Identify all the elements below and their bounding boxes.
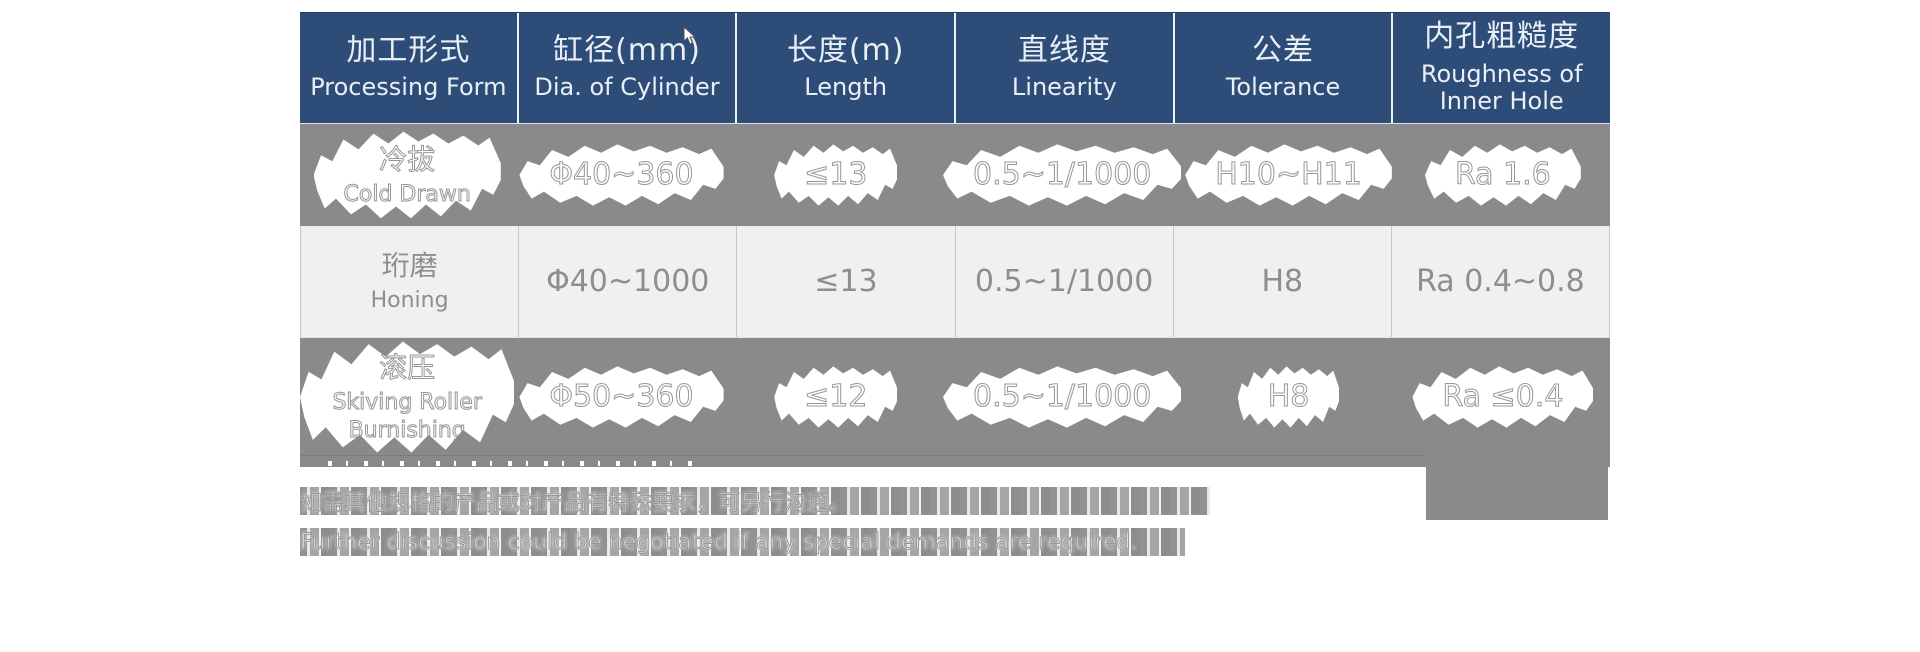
- processing-form-en: Skiving Roller Burnishing: [332, 390, 482, 444]
- cell-processing-form: 冷拔 Cold Drawn: [300, 124, 514, 226]
- cell-value-dia: Φ40~1000: [546, 263, 710, 299]
- table-bottom-strip: [300, 455, 1610, 467]
- cell-linearity: 0.5~1/1000: [942, 338, 1182, 456]
- column-header-zh: 公差: [1252, 32, 1315, 68]
- spec-table: 加工形式 Processing Form 缸径(mm) Dia. of Cylinde…: [300, 12, 1610, 456]
- cell-value-roughness: Ra ≤0.4: [1442, 379, 1564, 415]
- cell-linearity: 0.5~1/1000: [942, 124, 1182, 226]
- cell-linearity: 0.5~1/1000: [956, 226, 1174, 337]
- cell-tolerance: H8: [1181, 338, 1395, 456]
- column-header-en: Roughness of Inner Hole: [1420, 59, 1583, 116]
- column-header-1: 缸径(mm) Dia. of Cylinder: [519, 13, 738, 123]
- column-header-4: 公差 Tolerance: [1175, 13, 1394, 123]
- column-header-zh: 内孔粗糙度: [1424, 19, 1580, 55]
- column-header-en: Length: [804, 73, 888, 102]
- processing-form-zh: 滚压: [379, 351, 436, 385]
- white-blob-artifact: Ra ≤0.4: [1412, 366, 1594, 428]
- column-header-en: Linearity: [1011, 73, 1117, 102]
- white-blob-artifact: H8: [1237, 366, 1340, 428]
- cell-dia: Φ40~360: [514, 124, 728, 226]
- cell-value-length: ≤13: [814, 263, 878, 299]
- column-header-5: 内孔粗糙度 Roughness of Inner Hole: [1393, 13, 1610, 123]
- cell-processing-form: 珩磨 Honing: [301, 226, 520, 337]
- white-blob-artifact: H10~H11: [1185, 144, 1392, 206]
- cell-value-length: ≤12: [804, 379, 868, 415]
- cell-value-roughness: Ra 1.6: [1454, 157, 1551, 193]
- cell-value-dia: Φ50~360: [549, 379, 694, 415]
- cell-value-roughness: Ra 0.4~0.8: [1416, 263, 1585, 299]
- table-row-2: 滚压 Skiving Roller Burnishing Φ50~360 ≤12 0.5…: [300, 337, 1610, 456]
- white-blob-artifact: Φ40~360: [519, 144, 724, 206]
- cell-roughness: Ra 0.4~0.8: [1392, 226, 1609, 337]
- table-body: 冷拔 Cold Drawn Φ40~360 ≤13 0.5~1/1000 H10~H11 R…: [300, 123, 1610, 456]
- processing-form-en: Honing: [370, 288, 449, 314]
- mouse-cursor-icon: [683, 26, 697, 45]
- column-header-zh: 缸径(mm): [553, 32, 701, 68]
- cell-value-length: ≤13: [804, 157, 868, 193]
- processing-form-zh: 冷拔: [379, 142, 436, 176]
- white-blob-artifact: ≤13: [774, 144, 898, 206]
- white-blob-artifact: 0.5~1/1000: [942, 144, 1182, 206]
- cell-length: ≤13: [737, 226, 956, 337]
- white-blob-artifact: 滚压 Skiving Roller Burnishing: [300, 341, 515, 453]
- column-header-en: Processing Form: [310, 73, 507, 102]
- note-line-en: Further discussion could be negotiated i…: [299, 528, 1185, 556]
- table-row-0: 冷拔 Cold Drawn Φ40~360 ≤13 0.5~1/1000 H10~H11 R…: [300, 123, 1610, 226]
- cell-dia: Φ40~1000: [519, 226, 738, 337]
- note-zh-text: 如需其他规格的产品或对产品有特殊要求，可另行沟通。: [299, 491, 851, 517]
- column-header-0: 加工形式 Processing Form: [300, 13, 519, 123]
- processing-form-zh: 珩磨: [381, 249, 438, 283]
- column-header-zh: 加工形式: [346, 32, 471, 68]
- column-header-2: 长度(m) Length: [737, 13, 957, 123]
- table-header: 加工形式 Processing Form 缸径(mm) Dia. of Cylinde…: [300, 13, 1610, 123]
- column-header-zh: 直线度: [1017, 32, 1111, 68]
- cell-processing-form: 滚压 Skiving Roller Burnishing: [300, 338, 515, 456]
- cell-length: ≤13: [729, 124, 943, 226]
- table-row-1: 珩磨 Honing Φ40~1000 ≤13 0.5~1/1000 H8 Ra 0.4~0.…: [300, 226, 1610, 337]
- white-blob-artifact: 冷拔 Cold Drawn: [313, 131, 501, 219]
- cell-tolerance: H10~H11: [1181, 124, 1395, 226]
- cell-value-linearity: 0.5~1/1000: [974, 263, 1154, 299]
- column-header-en: Dia. of Cylinder: [534, 73, 720, 102]
- cell-tolerance: H8: [1174, 226, 1392, 337]
- white-blob-artifact: ≤12: [774, 366, 898, 428]
- obscured-text-slivers: [312, 461, 702, 466]
- column-header-en: Tolerance: [1225, 73, 1341, 102]
- cell-value-linearity: 0.5~1/1000: [972, 157, 1152, 193]
- cell-value-tolerance: H8: [1261, 263, 1304, 299]
- white-blob-artifact: 0.5~1/1000: [942, 366, 1182, 428]
- cell-roughness: Ra ≤0.4: [1396, 338, 1610, 456]
- cell-value-tolerance: H10~H11: [1215, 157, 1363, 193]
- white-blob-artifact: Ra 1.6: [1424, 144, 1581, 206]
- white-blob-artifact: Φ50~360: [519, 366, 724, 428]
- cell-length: ≤12: [729, 338, 943, 456]
- cell-value-tolerance: H8: [1267, 379, 1310, 415]
- column-header-3: 直线度 Linearity: [956, 13, 1175, 123]
- cell-roughness: Ra 1.6: [1396, 124, 1610, 226]
- column-header-zh: 长度(m): [786, 32, 905, 68]
- cell-dia: Φ50~360: [514, 338, 728, 456]
- cell-value-linearity: 0.5~1/1000: [972, 379, 1152, 415]
- note-en-text: Further discussion could be negotiated i…: [299, 529, 1138, 555]
- cell-value-dia: Φ40~360: [549, 157, 694, 193]
- processing-form-en: Cold Drawn: [343, 181, 471, 207]
- gray-edge-notch: [692, 461, 738, 467]
- gray-artifact-block: [1426, 455, 1608, 520]
- note-line-zh: 如需其他规格的产品或对产品有特殊要求，可另行沟通。: [299, 487, 1210, 517]
